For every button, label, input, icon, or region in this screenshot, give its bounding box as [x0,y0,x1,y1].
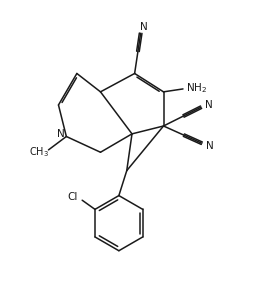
Text: NH$_2$: NH$_2$ [186,81,207,94]
Text: Cl: Cl [68,192,78,202]
Text: N: N [57,129,64,139]
Text: N: N [206,141,213,151]
Text: N: N [205,100,213,110]
Text: N: N [140,22,148,32]
Text: CH$_3$: CH$_3$ [29,146,49,159]
